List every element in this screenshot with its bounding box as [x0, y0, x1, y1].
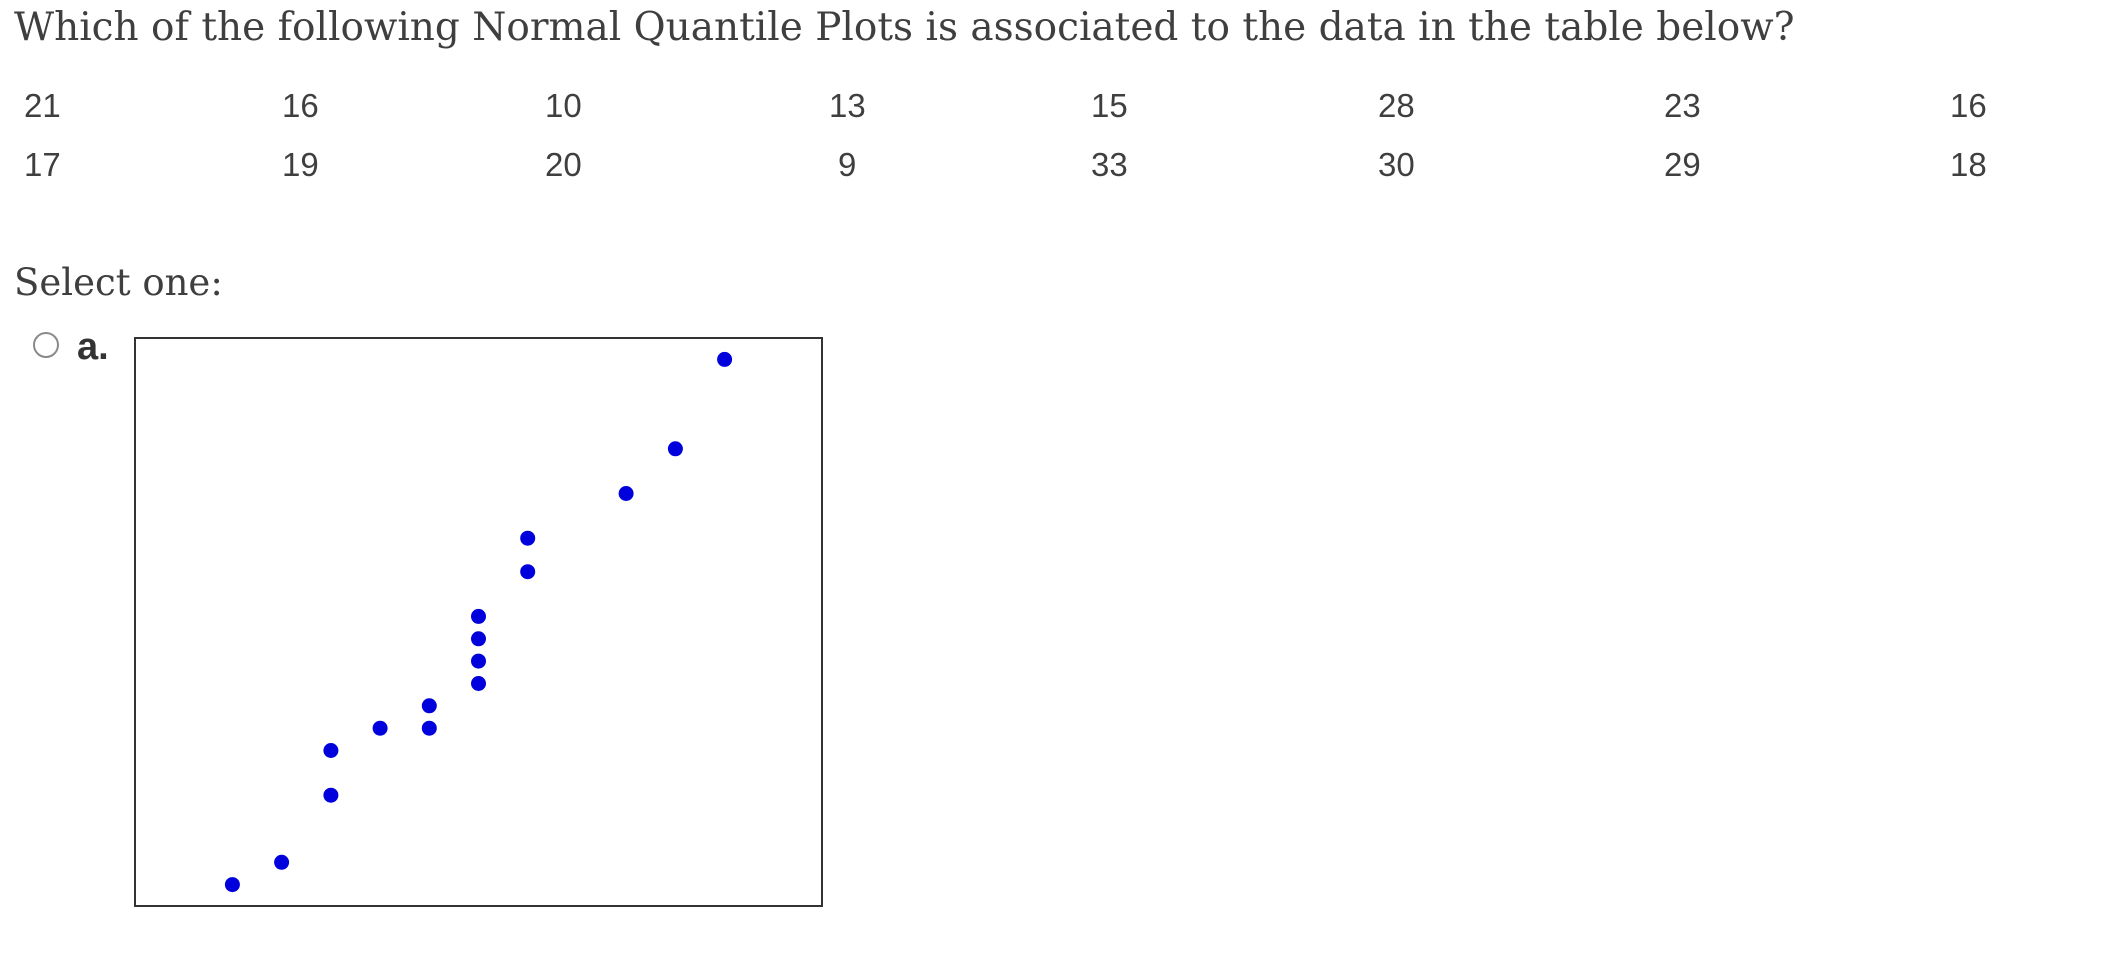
option-a-letter: a. [77, 326, 109, 368]
table-cell: 20 [545, 146, 582, 183]
table-cell: 19 [282, 146, 319, 183]
table-cell: 21 [24, 87, 61, 124]
select-one-label: Select one: [14, 261, 223, 304]
plot-point [421, 720, 437, 736]
plot-point [471, 608, 486, 624]
table-cell: 33 [1091, 146, 1128, 183]
table-cell: 28 [1378, 87, 1415, 124]
plot-point [667, 441, 683, 457]
table-cell: 30 [1378, 146, 1415, 183]
plot-point [224, 877, 240, 893]
question-text: Which of the following Normal Quantile P… [14, 5, 1795, 50]
option-a-radio[interactable] [33, 332, 59, 358]
plot-point [421, 698, 437, 714]
table-cell: 10 [545, 87, 582, 124]
plot-point [520, 564, 536, 580]
plot-point [323, 743, 339, 758]
table-cell: 16 [282, 87, 319, 124]
table-cell: 9 [838, 146, 857, 183]
normal-quantile-plot-a [134, 337, 823, 907]
plot-point [372, 720, 388, 736]
plot-points [224, 351, 733, 893]
table-cell: 29 [1664, 146, 1701, 183]
table-cell: 23 [1664, 87, 1701, 124]
plot-point [618, 486, 634, 501]
plot-point [274, 854, 290, 870]
table-cell: 16 [1950, 87, 1987, 124]
plot-point [323, 787, 339, 803]
table-cell: 13 [829, 87, 866, 124]
table-cell: 17 [24, 146, 61, 183]
table-cell: 15 [1091, 87, 1128, 124]
plot-point [520, 530, 536, 546]
plot-point [471, 653, 486, 669]
table-cell: 18 [1950, 146, 1987, 183]
plot-point [471, 676, 486, 691]
plot-point [471, 631, 486, 647]
plot-point [717, 351, 733, 367]
